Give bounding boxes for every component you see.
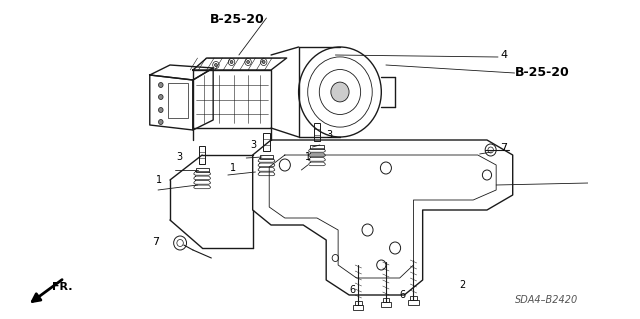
Circle shape <box>262 61 265 63</box>
Text: 3: 3 <box>250 140 256 150</box>
Text: 7: 7 <box>152 237 159 247</box>
Circle shape <box>230 61 233 63</box>
Bar <box>381 302 391 307</box>
Circle shape <box>331 82 349 102</box>
Circle shape <box>159 83 163 87</box>
Text: 3: 3 <box>177 152 182 162</box>
Text: 1: 1 <box>230 163 236 173</box>
Bar <box>408 300 419 305</box>
Bar <box>196 168 209 172</box>
Bar <box>168 83 188 118</box>
Text: B-25-20: B-25-20 <box>209 13 264 26</box>
Circle shape <box>159 94 163 100</box>
Text: 6: 6 <box>349 285 355 295</box>
Bar <box>263 132 270 151</box>
Text: 7: 7 <box>500 143 507 153</box>
Text: 2: 2 <box>460 280 466 290</box>
Text: 6: 6 <box>400 290 406 300</box>
Text: B-25-20: B-25-20 <box>515 66 570 79</box>
Bar <box>260 155 273 159</box>
Bar <box>410 296 417 300</box>
Text: 4: 4 <box>500 50 508 60</box>
Text: 1: 1 <box>305 152 311 162</box>
Circle shape <box>159 108 163 113</box>
Bar <box>355 301 362 305</box>
Text: 1: 1 <box>156 175 163 185</box>
Bar <box>310 145 324 149</box>
Bar <box>383 298 389 302</box>
Circle shape <box>214 63 218 66</box>
Bar <box>199 145 205 164</box>
Bar <box>314 122 320 140</box>
Bar <box>353 305 364 310</box>
Text: SDA4–B2420: SDA4–B2420 <box>515 295 578 305</box>
Circle shape <box>159 120 163 124</box>
Circle shape <box>246 61 250 63</box>
Text: FR.: FR. <box>52 282 73 292</box>
Text: 3: 3 <box>326 130 332 140</box>
